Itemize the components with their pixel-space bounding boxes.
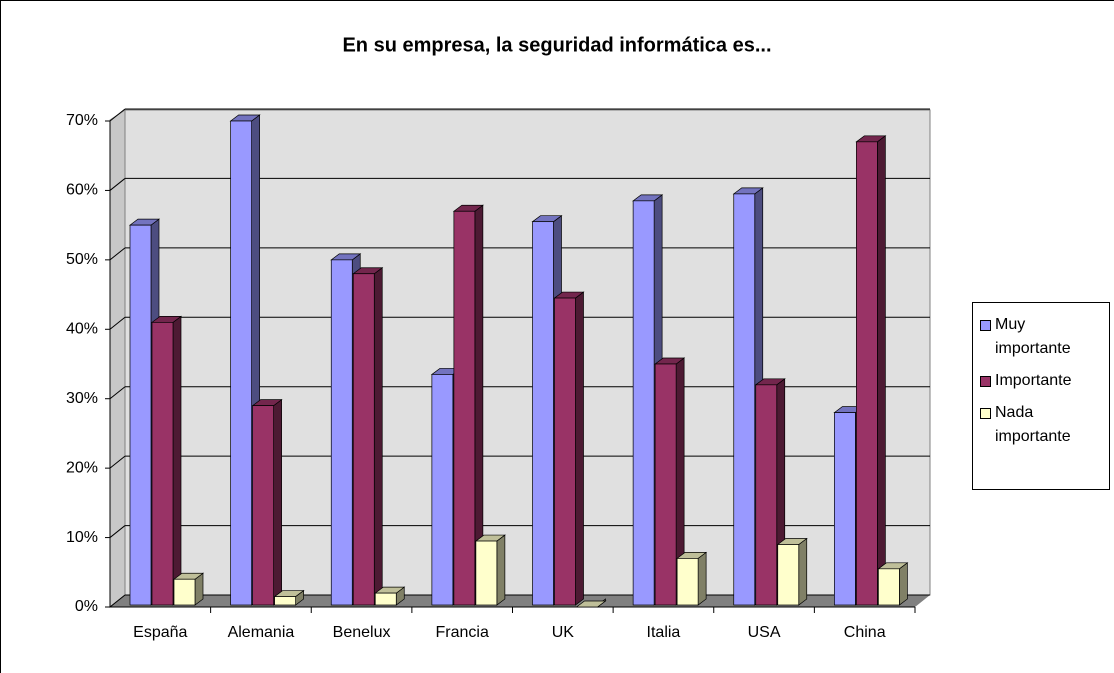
chart-title: En su empresa, la seguridad informática … (342, 34, 771, 56)
bar-side (697, 551, 707, 606)
bar (676, 558, 699, 606)
bar (274, 596, 296, 606)
x-tick-label: USA (748, 624, 781, 641)
x-tick-label: Alemania (228, 624, 295, 641)
legend-item: Muy importante (977, 313, 1105, 361)
legend-label: Muy importante (995, 316, 1071, 357)
bar (230, 120, 252, 606)
bar (755, 384, 778, 606)
grid-line (109, 525, 126, 538)
y-tick-label: 0% (75, 598, 98, 615)
bar (352, 273, 375, 606)
bar (173, 578, 196, 606)
grid-line (109, 316, 126, 330)
bar-side (877, 135, 886, 606)
bar-side (899, 562, 908, 606)
legend-label: Importante (995, 372, 1072, 389)
y-tick-label: 10% (66, 529, 98, 546)
bar-top (575, 600, 607, 608)
bar (632, 200, 655, 606)
bar (856, 141, 878, 606)
grid-line (109, 455, 126, 469)
y-tick-label: 60% (66, 182, 98, 199)
y-tick-label: 30% (66, 390, 98, 407)
y-tick-label: 20% (66, 459, 98, 476)
legend-item: Importante (977, 369, 1105, 393)
x-tick-label: UK (552, 624, 575, 641)
bar (654, 363, 677, 606)
bar (151, 321, 174, 606)
bar (431, 374, 454, 606)
legend-label: Nada importante (995, 404, 1071, 445)
grid-line (109, 386, 126, 400)
y-tick-label: 40% (66, 321, 98, 338)
bar-side (496, 534, 506, 606)
bar (475, 540, 498, 606)
bar (374, 592, 397, 606)
x-tick-label: España (133, 624, 187, 641)
x-tick-label: Benelux (333, 624, 391, 641)
bar (777, 544, 800, 606)
bar-side (575, 291, 584, 606)
grid-line (109, 108, 126, 122)
legend-swatch (980, 376, 991, 387)
bar (878, 568, 900, 606)
bar (834, 412, 856, 606)
y-tick-label: 70% (66, 112, 98, 129)
bar (554, 297, 576, 606)
x-tick-label: Italia (647, 624, 681, 641)
grid-line (109, 178, 126, 191)
bar (252, 405, 274, 606)
bar (129, 224, 152, 606)
bar (330, 259, 353, 606)
legend-swatch (980, 320, 991, 331)
bar-side (172, 315, 182, 606)
bar-side (273, 398, 282, 606)
grid-line (109, 594, 126, 608)
legend-swatch (980, 408, 991, 419)
bar-side (798, 537, 808, 606)
x-tick-label: China (844, 624, 886, 641)
y-tick-label: 50% (66, 251, 98, 268)
bar-side (373, 267, 383, 606)
legend-item: Nada importante (977, 401, 1105, 449)
legend: Muy importante Importante Nada importante (972, 302, 1110, 490)
bar (453, 210, 476, 606)
floor (110, 595, 930, 607)
bar (733, 193, 756, 606)
x-tick-label: Francia (436, 624, 489, 641)
bar (532, 221, 554, 606)
grid-line (109, 247, 126, 261)
